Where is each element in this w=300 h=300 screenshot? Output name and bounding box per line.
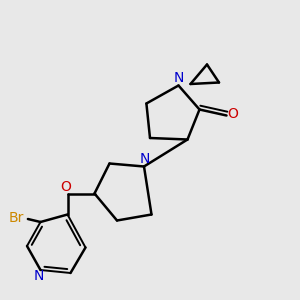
Text: O: O <box>61 180 71 194</box>
Text: N: N <box>140 152 150 166</box>
Text: N: N <box>34 269 44 283</box>
Text: O: O <box>228 107 238 121</box>
Text: Br: Br <box>9 211 24 224</box>
Text: N: N <box>174 71 184 85</box>
